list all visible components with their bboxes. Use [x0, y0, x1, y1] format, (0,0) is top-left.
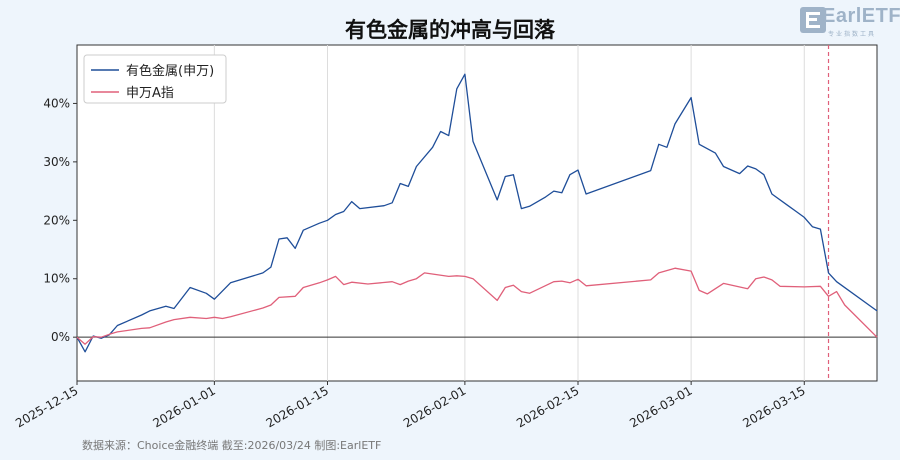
y-tick-label: 40% [43, 96, 70, 110]
series-line-sw-a-index [76, 267, 878, 345]
x-tick-label: 2026-02-15 [514, 383, 581, 430]
y-tick-label: 10% [43, 272, 70, 286]
earletf-logo: EarlETF 专业指数工具 [800, 5, 900, 39]
chart-title: 有色金属的冲高与回落 [345, 18, 555, 42]
series-group [76, 73, 878, 353]
legend-box [83, 54, 227, 104]
logo-subtext: 专业指数工具 [828, 31, 877, 38]
legend: 有色金属(申万) 申万A指 [83, 54, 227, 104]
y-tick-label: 20% [43, 213, 70, 227]
y-tick-label: 30% [43, 155, 70, 169]
logo-mark-icon [800, 7, 826, 33]
source-note: 数据来源：Choice金融终端 截至:2026/03/24 制图:EarlETF [82, 439, 382, 452]
legend-label: 有色金属(申万) [126, 63, 214, 79]
x-axis-ticks: 2025-12-15 2026-01-01 2026-01-15 2026-02-01… [13, 381, 808, 430]
x-tick-label: 2026-01-01 [150, 383, 217, 430]
y-tick-label: 0% [51, 330, 70, 344]
x-tick-label: 2026-02-01 [401, 383, 468, 430]
series-line-nonferrous [76, 73, 878, 353]
logo-text: EarlETF [822, 5, 900, 27]
x-tick-label: 2026-03-15 [740, 383, 807, 430]
x-tick-label: 2026-03-01 [627, 383, 694, 430]
x-tick-label: 2025-12-15 [13, 383, 80, 430]
y-axis-ticks: 0% 10% 20% 30% 40% [43, 96, 77, 344]
legend-label: 申万A指 [126, 86, 174, 101]
x-tick-label: 2026-01-15 [264, 383, 331, 430]
